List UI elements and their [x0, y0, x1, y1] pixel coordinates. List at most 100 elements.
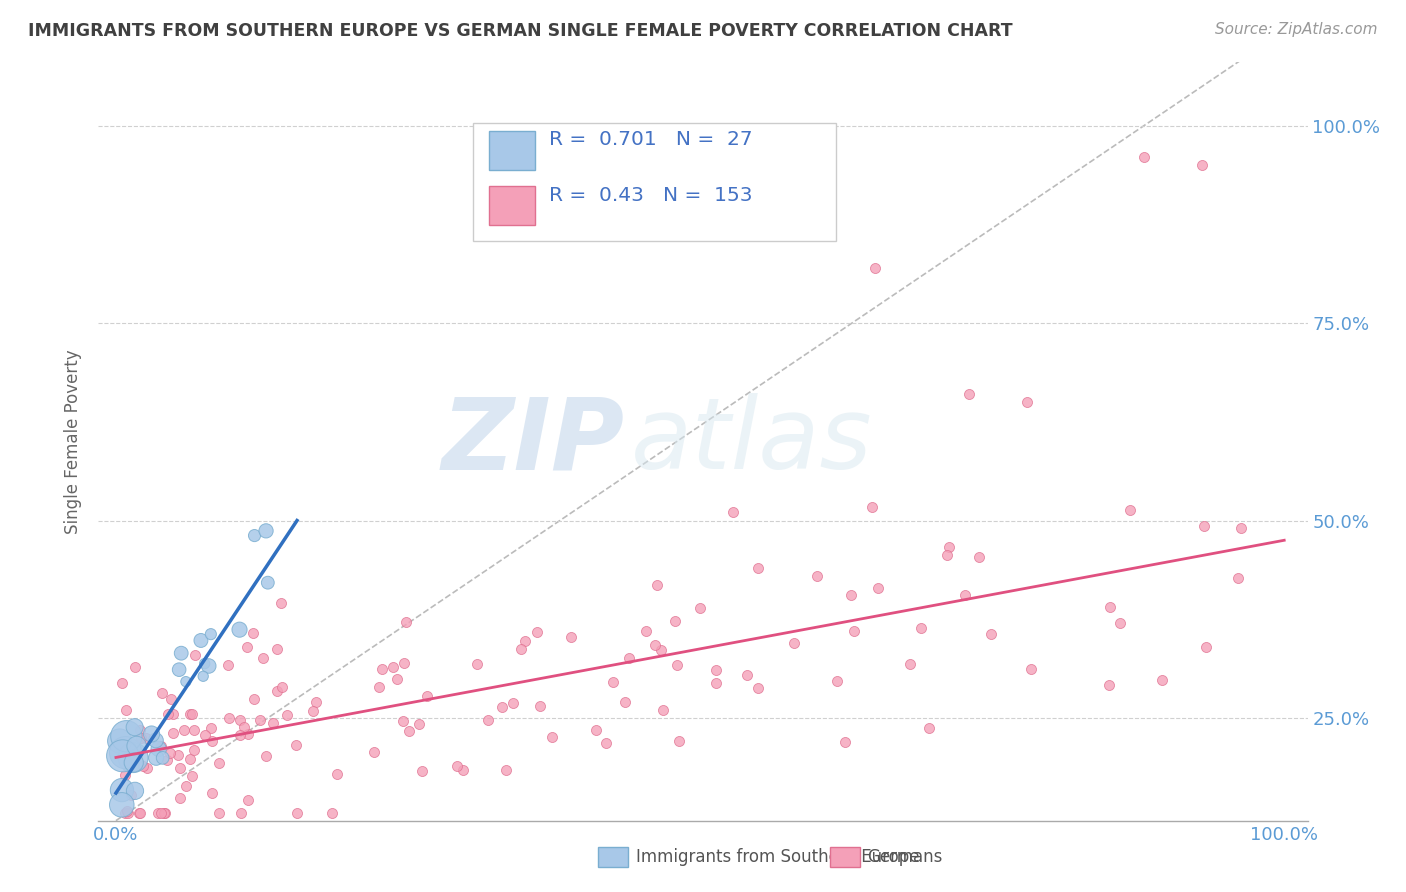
Point — [232, 720, 254, 734]
Point — [131, 759, 153, 773]
Point — [302, 704, 325, 718]
Point — [124, 660, 146, 674]
Point — [668, 734, 690, 748]
Point — [634, 624, 657, 639]
Point — [128, 805, 150, 820]
Point — [120, 788, 142, 802]
Point — [416, 690, 439, 704]
Point — [495, 764, 517, 778]
Point — [541, 731, 564, 745]
Point — [842, 624, 865, 638]
Point — [262, 715, 284, 730]
Point — [236, 640, 259, 654]
Point — [304, 695, 326, 709]
Text: IMMIGRANTS FROM SOUTHERN EUROPE VS GERMAN SINGLE FEMALE POVERTY CORRELATION CHAR: IMMIGRANTS FROM SOUTHERN EUROPE VS GERMA… — [28, 22, 1012, 40]
Point — [1017, 395, 1039, 409]
Point — [159, 746, 181, 760]
Point — [1152, 673, 1174, 687]
Point — [115, 703, 138, 717]
Point — [156, 754, 179, 768]
Point — [387, 672, 409, 686]
Point — [111, 675, 134, 690]
Point — [806, 569, 828, 583]
Point — [181, 707, 204, 722]
Point — [218, 711, 240, 725]
Point — [131, 731, 153, 746]
Point — [392, 714, 415, 728]
Point — [602, 675, 624, 690]
Point — [153, 805, 176, 820]
Point — [652, 703, 675, 717]
Bar — [489, 130, 534, 170]
Point — [747, 681, 769, 695]
Point — [910, 621, 932, 635]
Point — [560, 630, 582, 644]
Bar — [474, 123, 837, 241]
Point — [111, 748, 134, 763]
Point — [156, 707, 179, 722]
Text: Source: ZipAtlas.com: Source: ZipAtlas.com — [1215, 22, 1378, 37]
Point — [162, 726, 184, 740]
Point — [174, 674, 197, 689]
Point — [117, 805, 139, 820]
Point — [326, 767, 349, 781]
Point — [236, 793, 259, 807]
Point — [114, 768, 136, 782]
Point — [270, 596, 292, 610]
Point — [197, 659, 219, 673]
Point — [664, 614, 686, 628]
Point — [114, 805, 136, 820]
Point — [254, 749, 277, 764]
Point — [827, 674, 849, 689]
Point — [153, 805, 176, 820]
Point — [108, 734, 131, 748]
Point — [218, 658, 240, 673]
Point — [170, 646, 193, 660]
Point — [252, 651, 274, 665]
Text: R =  0.43   N =  153: R = 0.43 N = 153 — [550, 186, 754, 204]
Point — [735, 668, 758, 682]
Point — [367, 680, 389, 694]
Point — [509, 641, 531, 656]
Point — [644, 638, 666, 652]
Point — [1019, 662, 1042, 676]
Point — [271, 681, 294, 695]
Point — [841, 588, 863, 602]
Point — [747, 561, 769, 575]
Point — [967, 550, 990, 565]
Point — [135, 731, 157, 745]
Text: Immigrants from Southern Europe: Immigrants from Southern Europe — [636, 848, 920, 866]
Text: Germans: Germans — [868, 848, 943, 866]
Point — [1133, 150, 1156, 164]
Point — [866, 581, 889, 595]
Point — [159, 691, 181, 706]
Point — [1230, 521, 1253, 535]
Point — [228, 713, 250, 727]
Point — [231, 805, 253, 820]
Point — [860, 500, 883, 514]
Point — [617, 650, 640, 665]
Point — [515, 634, 537, 648]
Point — [254, 524, 277, 538]
Point — [150, 686, 173, 700]
Point — [125, 739, 148, 753]
Point — [502, 696, 524, 710]
Text: atlas: atlas — [630, 393, 872, 490]
Point — [135, 761, 157, 775]
Point — [1226, 571, 1249, 585]
Point — [128, 805, 150, 820]
Point — [465, 657, 488, 672]
Point — [957, 387, 980, 401]
Point — [585, 723, 607, 738]
Point — [169, 791, 191, 805]
Point — [276, 707, 298, 722]
Point — [169, 761, 191, 775]
Point — [408, 716, 430, 731]
Point — [242, 625, 264, 640]
Point — [1195, 640, 1218, 654]
Bar — [489, 186, 534, 226]
Point — [980, 626, 1002, 640]
Point — [645, 578, 668, 592]
Point — [266, 684, 288, 698]
Point — [148, 741, 170, 756]
